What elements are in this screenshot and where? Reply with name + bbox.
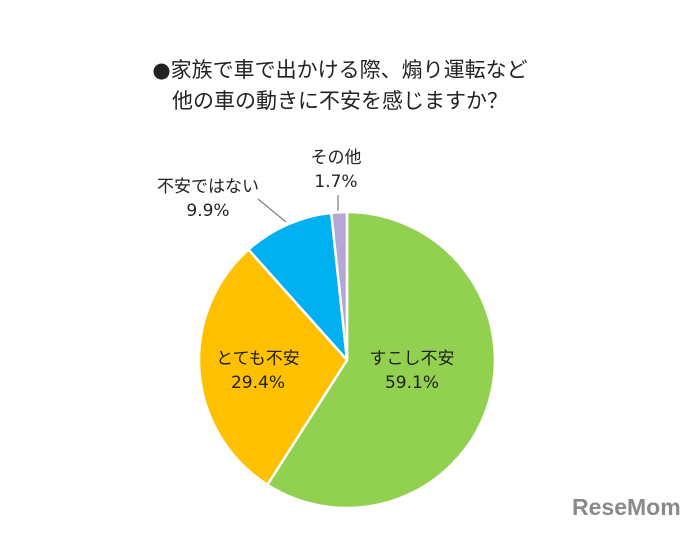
pie-slice-1 (266, 210, 497, 510)
slice-value-1: 59.1% (385, 373, 439, 393)
slice-label-3: 不安ではない (157, 177, 259, 197)
slice-label-2: とても不安 (216, 349, 300, 369)
resemom-logo: ReseMom (572, 494, 681, 520)
slice-value-2: 29.4% (231, 373, 285, 393)
pie-slice-3 (247, 211, 349, 362)
slice-value-4: 1.7% (314, 172, 357, 192)
chart-title-line-1: ●家族で車で出かける際、煽り運転など (152, 58, 527, 82)
pie-slice-2 (197, 248, 349, 487)
chart-title-line-2: 他の車の動きに不安を感じますか？ (172, 89, 508, 113)
slice-label-4: その他 (311, 148, 362, 168)
pie-slice-4 (329, 210, 349, 362)
leader-line-3 (257, 198, 287, 223)
slice-label-1: すこし不安 (370, 349, 455, 369)
slice-value-3: 9.9% (186, 201, 229, 221)
